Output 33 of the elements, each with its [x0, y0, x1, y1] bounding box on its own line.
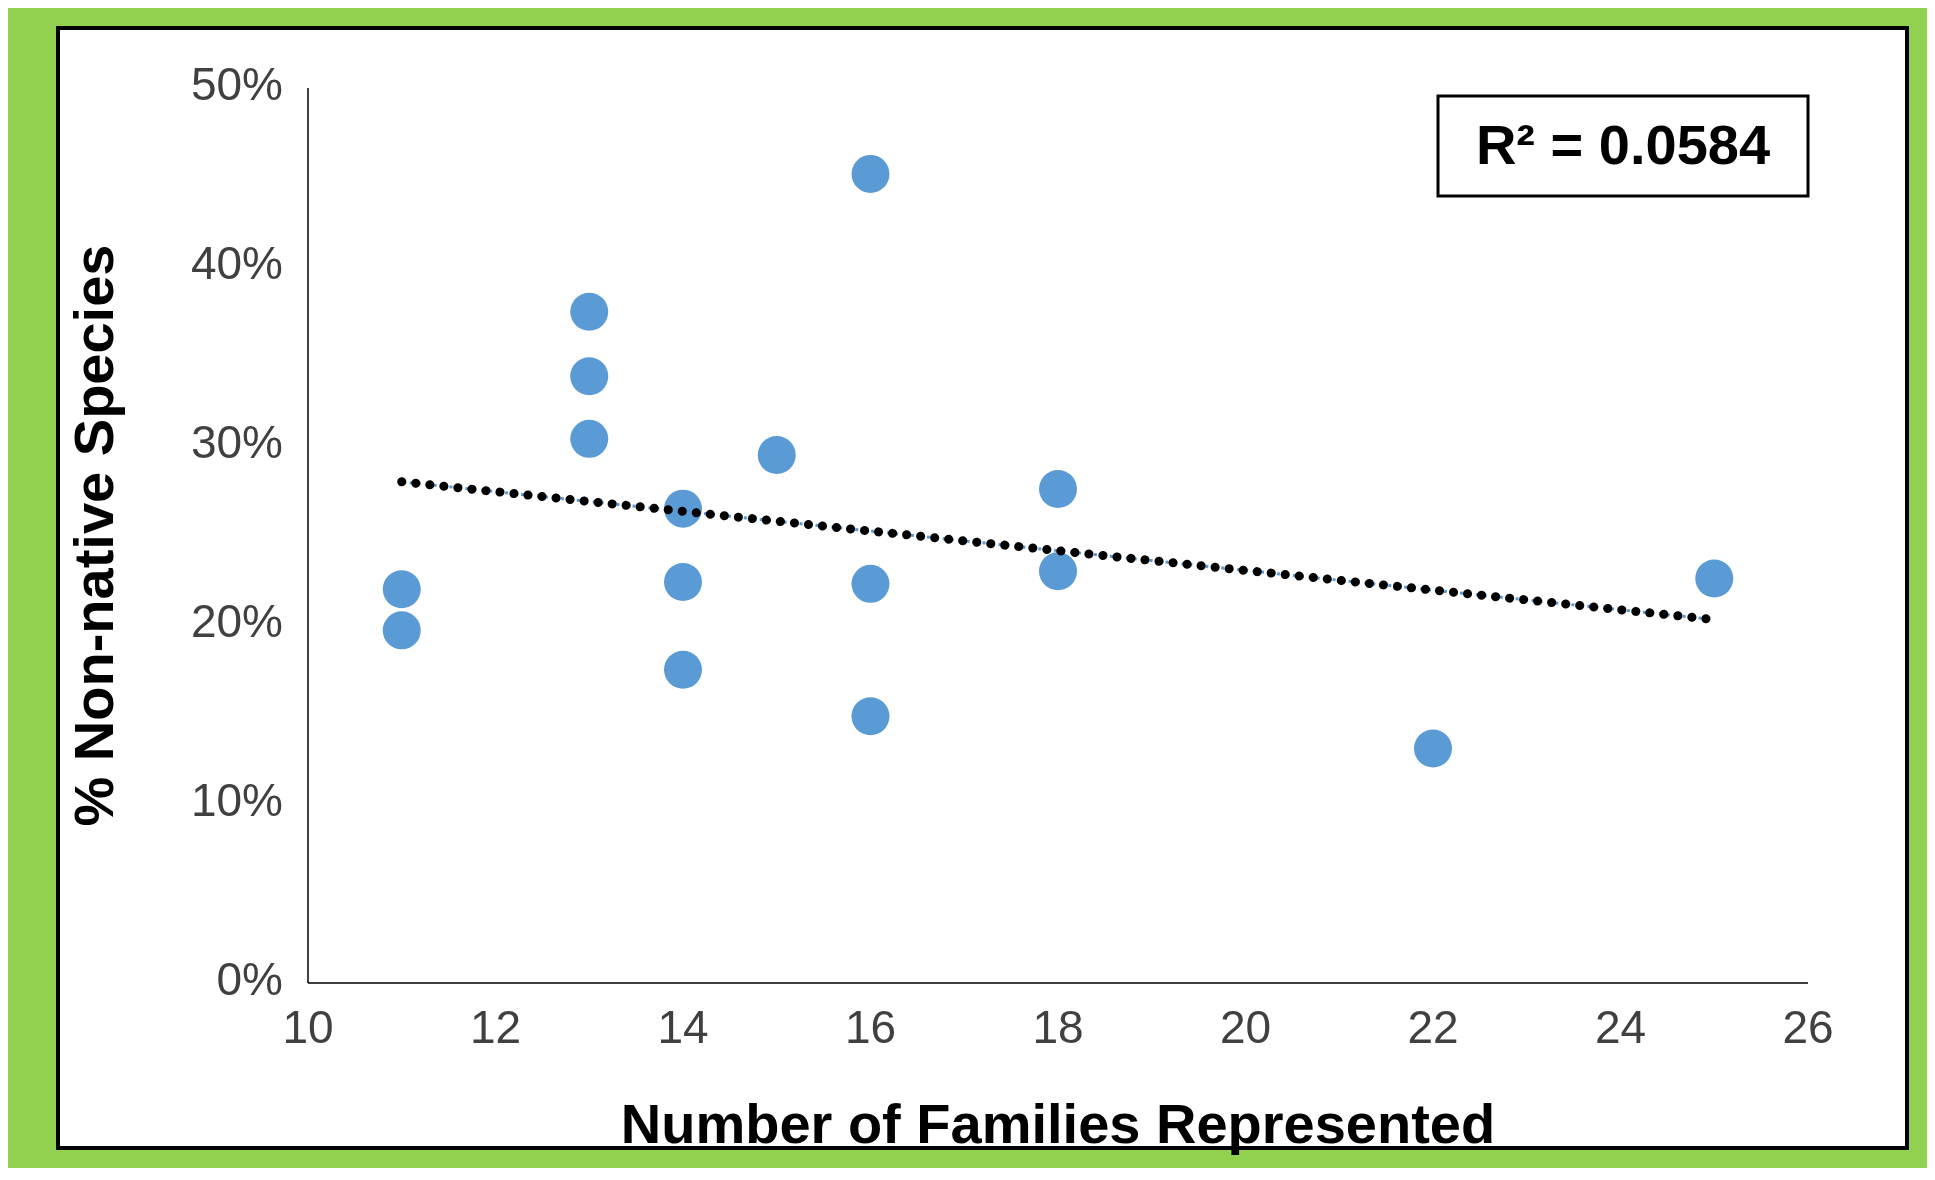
point: [570, 357, 609, 396]
point: [757, 435, 796, 474]
annotation: R² = 0.0584: [1475, 113, 1771, 176]
y-tick-label: 50%: [190, 58, 283, 111]
point: [570, 292, 609, 331]
x-tick-label: 22: [1407, 1001, 1459, 1053]
point: [1039, 470, 1077, 508]
point: [1695, 559, 1734, 598]
x-tick-label: 18: [1032, 1001, 1084, 1053]
x-tick-label: 26: [1782, 1001, 1834, 1053]
point: [851, 564, 890, 603]
point: [851, 697, 890, 736]
y-axis-title: % Non-native Species: [62, 244, 125, 827]
point: [382, 570, 421, 609]
y-tick-label: 10%: [190, 774, 283, 827]
point: [664, 650, 702, 689]
y-tick-label: 0%: [216, 953, 283, 1006]
point: [1414, 729, 1452, 768]
x-tick-label: 20: [1219, 1001, 1272, 1053]
point: [851, 154, 890, 193]
point: [664, 563, 702, 601]
point: [1039, 552, 1077, 591]
x-tick-label: 12: [469, 1001, 522, 1053]
x-axis-title: Number of Families Represented: [620, 1092, 1496, 1155]
y-tick-label: 40%: [190, 237, 283, 290]
x-tick-label: 14: [657, 1001, 709, 1053]
point: [382, 611, 421, 650]
x-tick-label: 24: [1594, 1001, 1647, 1053]
y-tick-label: 20%: [190, 595, 283, 648]
point: [570, 419, 609, 458]
y-tick-label: 30%: [190, 416, 283, 469]
x-tick-label: 16: [844, 1001, 897, 1053]
x-tick-label: 10: [282, 1001, 334, 1053]
